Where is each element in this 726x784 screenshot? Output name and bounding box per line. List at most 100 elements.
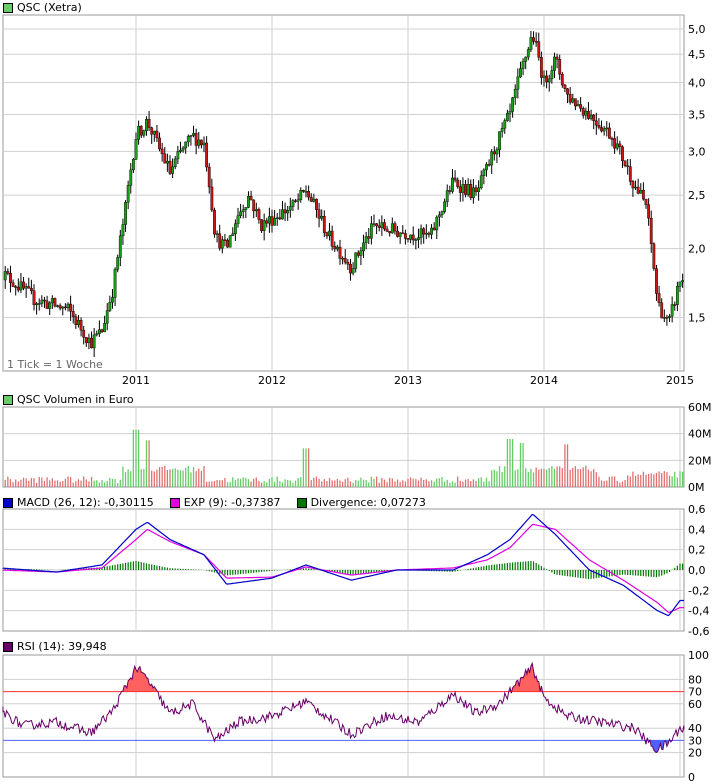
price-candle-body	[529, 37, 533, 50]
price-y-tick-label: 4,0	[688, 76, 706, 89]
price-candle-body	[490, 151, 494, 166]
price-candle-body	[239, 211, 243, 216]
price-candle-body	[124, 202, 127, 225]
price-candle-body	[356, 252, 360, 256]
price-candle-body	[568, 94, 572, 103]
price-candle-body	[516, 76, 520, 90]
price-candle-body	[317, 209, 321, 219]
price-candle-body	[189, 135, 193, 137]
price-candle-body	[385, 228, 389, 232]
price-candle-body	[532, 37, 535, 42]
rsi-panel-frame	[2, 654, 685, 778]
price-candle-body	[320, 216, 324, 219]
price-candle-body	[294, 200, 297, 202]
price-candle-body	[466, 184, 470, 195]
price-candle-body	[566, 88, 569, 95]
price-candle-body	[215, 233, 219, 235]
price-candle-body	[322, 216, 326, 233]
price-candle-body	[511, 97, 515, 112]
price-candle-body	[179, 149, 182, 152]
price-candle-body	[477, 187, 481, 192]
price-candle-body	[309, 196, 313, 202]
price-candle-body	[11, 282, 15, 287]
price-candle-body	[197, 139, 201, 146]
x-tick-label: 2015	[666, 374, 694, 387]
price-candle-body	[3, 271, 7, 281]
price-candle-body	[228, 235, 232, 248]
price-candle-body	[498, 131, 501, 150]
price-candle-body	[440, 211, 444, 216]
price-candle-body	[233, 223, 237, 234]
price-candle-body	[594, 120, 598, 126]
price-candle-body	[448, 190, 452, 192]
price-candle-body	[628, 166, 632, 182]
price-candle-body	[417, 237, 420, 240]
price-candle-body	[213, 209, 216, 235]
price-candle-body	[53, 298, 57, 307]
price-candle-body	[655, 268, 658, 294]
price-candle-body	[631, 181, 635, 189]
price-candle-body	[427, 232, 431, 235]
price-legend: QSC (Xetra)	[3, 1, 82, 14]
price-candle-body	[312, 198, 316, 202]
rsi-y-tick-label: 100	[688, 649, 709, 662]
price-candle-body	[163, 153, 167, 164]
price-candle-body	[307, 191, 311, 198]
price-candle-body	[50, 298, 54, 304]
price-candle-body	[471, 187, 475, 198]
price-candle-body	[639, 190, 643, 194]
price-candle-body	[19, 281, 23, 291]
price-candle-body	[236, 215, 240, 224]
price-candle-body	[257, 209, 261, 220]
price-candle-body	[343, 257, 347, 263]
price-candle-body	[375, 223, 379, 227]
price-candle-body	[605, 127, 609, 130]
price-y-tick-label: 1,5	[688, 312, 706, 325]
price-candle-body	[678, 281, 682, 287]
price-candle-body	[32, 290, 36, 306]
price-candle-body	[539, 57, 543, 78]
price-candle-body	[600, 127, 603, 132]
price-candle-body	[571, 98, 575, 103]
price-candle-body	[534, 41, 538, 43]
price-candle-body	[587, 110, 590, 119]
price-candle-body	[158, 137, 161, 150]
price-candle-body	[359, 250, 363, 256]
price-candle-body	[560, 74, 564, 86]
price-candle-body	[461, 184, 465, 193]
tick-note-text: 1 Tick = 1 Woche	[7, 358, 103, 371]
price-candle-body	[260, 219, 263, 231]
macd-legend-swatch	[3, 497, 13, 508]
price-candle-body	[22, 281, 25, 289]
price-candle-body	[192, 133, 195, 136]
x-tick-label: 2012	[258, 374, 286, 387]
macd-legend: MACD (26, 12): -0,30115 EXP (9): -0,3738…	[3, 496, 426, 509]
price-candle-body	[437, 214, 441, 218]
price-candle-body	[597, 125, 601, 128]
macd-y-tick-label: 0,6	[688, 503, 706, 516]
price-candle-body	[97, 329, 101, 334]
price-candle-body	[351, 268, 355, 274]
price-candle-body	[589, 114, 593, 119]
price-candle-body	[662, 317, 666, 319]
price-candle-body	[414, 239, 418, 241]
price-candle-body	[74, 316, 78, 326]
price-candle-body	[513, 89, 517, 98]
price-legend-label: QSC (Xetra)	[17, 1, 82, 14]
axis-labels: 5,0 4,5 4,0 3,5 3,0 2,5 2,0 1,5 2011 2012 2013 2014…	[122, 23, 712, 784]
price-candle-body	[670, 304, 674, 317]
price-candle-body	[9, 273, 12, 283]
volume-legend-label: QSC Volumen in Euro	[17, 393, 134, 406]
price-candle-body	[456, 179, 460, 187]
price-candle-body	[252, 199, 256, 212]
price-candle-body	[66, 303, 70, 308]
price-candle-body	[29, 287, 33, 292]
price-candle-body	[262, 220, 266, 231]
price-candle-body	[505, 112, 509, 121]
price-candle-body	[226, 240, 229, 248]
price-candle-body	[24, 286, 28, 289]
price-candle-body	[249, 196, 253, 201]
price-candle-body	[396, 230, 399, 237]
rsi-y-tick-label: 20	[688, 747, 702, 760]
price-candle-body	[393, 223, 397, 232]
